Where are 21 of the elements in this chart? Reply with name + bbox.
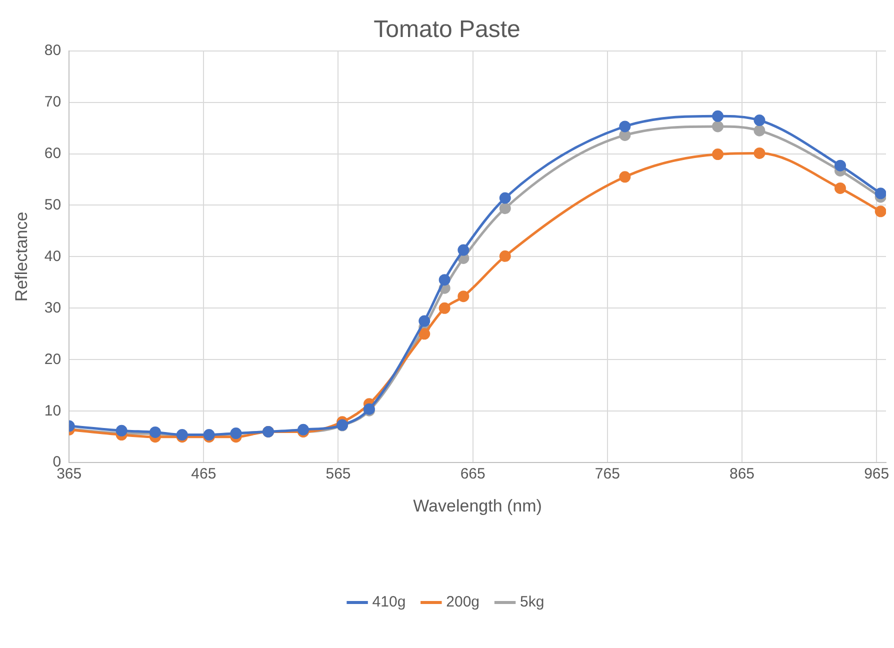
y-tick-label: 40 bbox=[44, 248, 62, 265]
y-tick-label: 20 bbox=[44, 350, 62, 368]
y-tick-label: 10 bbox=[44, 402, 62, 420]
legend-label: 200g bbox=[446, 594, 480, 611]
x-tick-label: 865 bbox=[729, 466, 755, 483]
x-tick-label: 765 bbox=[594, 466, 620, 483]
legend-label: 410g bbox=[372, 594, 406, 611]
y-tick-label: 30 bbox=[44, 299, 62, 316]
x-tick-label: 965 bbox=[864, 466, 890, 483]
y-tick-label: 70 bbox=[44, 93, 62, 110]
chart-title: Tomato Paste bbox=[374, 16, 520, 44]
x-tick-label: 565 bbox=[326, 466, 351, 483]
x-axis-title: Wavelength (nm) bbox=[413, 496, 542, 516]
x-tick-label: 665 bbox=[460, 466, 486, 483]
legend-label: 5kg bbox=[520, 594, 544, 611]
y-tick-label: 60 bbox=[44, 144, 62, 162]
x-tick-label: 365 bbox=[56, 466, 82, 483]
y-tick-label: 50 bbox=[44, 196, 62, 214]
x-tick-label: 465 bbox=[191, 466, 216, 483]
y-axis-title: Reflectance bbox=[12, 212, 31, 302]
y-tick-label: 80 bbox=[44, 42, 62, 59]
